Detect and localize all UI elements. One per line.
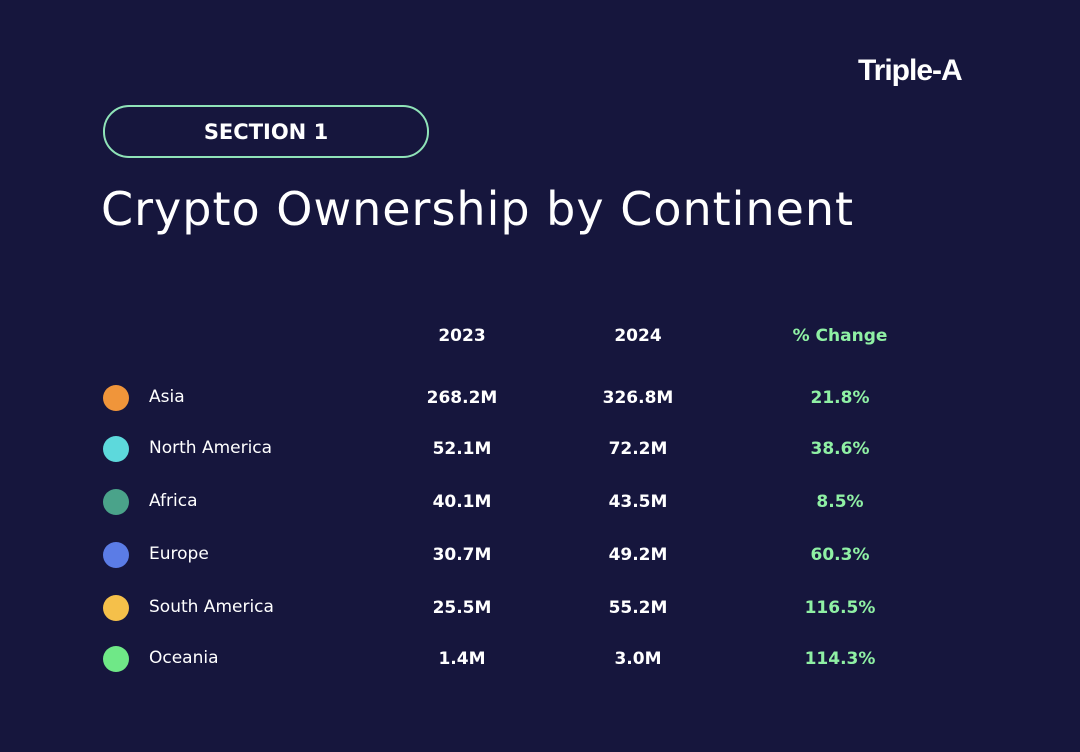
continent-label: Oceania	[149, 648, 219, 668]
table-row: South America 25.5M 55.2M 116.5%	[0, 593, 1080, 623]
value-2024: 49.2M	[608, 545, 668, 565]
value-2023: 30.7M	[432, 545, 492, 565]
table-row: North America 52.1M 72.2M 38.6%	[0, 434, 1080, 464]
triple-a-logo: Triple-A	[858, 54, 963, 87]
column-header-2023: 2023	[438, 326, 486, 346]
legend-dot	[103, 385, 129, 411]
legend-dot	[103, 595, 129, 621]
value-2024: 3.0M	[614, 649, 662, 669]
section-label: SECTION 1	[203, 119, 329, 144]
value-change: 38.6%	[810, 439, 870, 459]
section-badge: SECTION 1	[103, 105, 429, 158]
column-header-change: % Change	[792, 326, 888, 346]
value-2023: 52.1M	[432, 439, 492, 459]
legend-dot	[103, 489, 129, 515]
value-change: 114.3%	[804, 649, 876, 669]
value-2024: 55.2M	[608, 598, 668, 618]
value-2024: 72.2M	[608, 439, 668, 459]
value-change: 8.5%	[816, 492, 864, 512]
column-header-2024: 2024	[614, 326, 662, 346]
continent-label: South America	[149, 597, 274, 617]
value-2023: 25.5M	[432, 598, 492, 618]
value-2023: 1.4M	[438, 649, 486, 669]
value-change: 116.5%	[804, 598, 876, 618]
continent-label: Asia	[149, 387, 185, 407]
value-2024: 326.8M	[602, 388, 674, 408]
legend-dot	[103, 646, 129, 672]
continent-label: Africa	[149, 491, 198, 511]
page-title: Crypto Ownership by Continent	[101, 182, 855, 236]
value-2023: 268.2M	[426, 388, 498, 408]
value-change: 21.8%	[810, 388, 870, 408]
legend-dot	[103, 542, 129, 568]
value-change: 60.3%	[810, 545, 870, 565]
value-2024: 43.5M	[608, 492, 668, 512]
value-2023: 40.1M	[432, 492, 492, 512]
continent-label: Europe	[149, 544, 209, 564]
table-row: Europe 30.7M 49.2M 60.3%	[0, 540, 1080, 570]
continent-label: North America	[149, 438, 273, 458]
table-row: Asia 268.2M 326.8M 21.8%	[0, 383, 1080, 413]
table-row: Oceania 1.4M 3.0M 114.3%	[0, 644, 1080, 674]
legend-dot	[103, 436, 129, 462]
table-row: Africa 40.1M 43.5M 8.5%	[0, 487, 1080, 517]
